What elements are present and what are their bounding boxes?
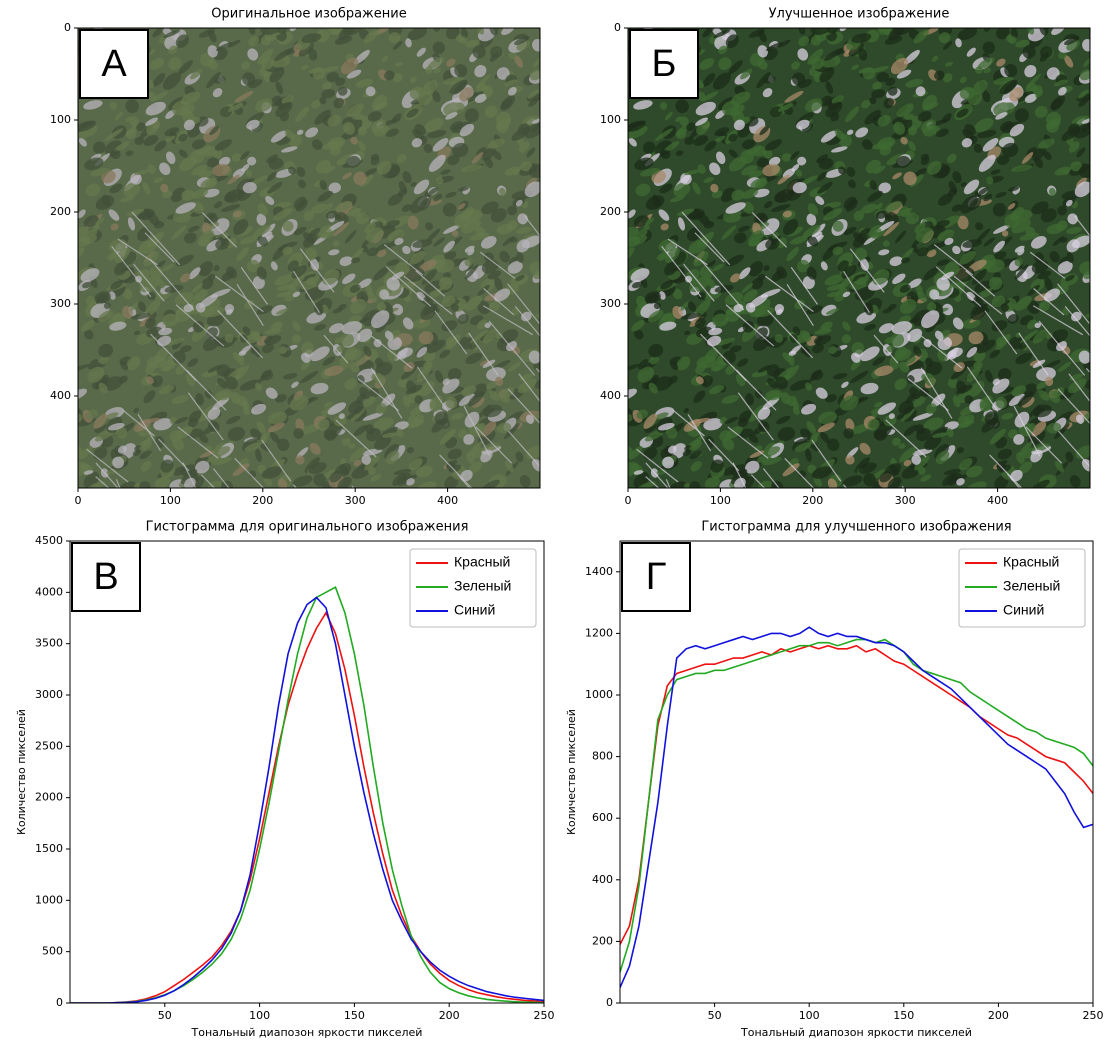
x-tick-label: 100 [710, 494, 731, 507]
legend-label: Зеленый [454, 578, 511, 594]
y-tick-label: 1000 [35, 893, 63, 906]
y-tick-label: 4500 [35, 534, 63, 547]
x-tick-label: 250 [1083, 1009, 1104, 1022]
x-tick-label: 0 [625, 494, 632, 507]
x-tick-label: 150 [893, 1009, 914, 1022]
chart-title: Улучшенное изображение [769, 7, 950, 22]
x-tick-label: 400 [987, 494, 1008, 507]
y-tick-label: 0 [614, 21, 621, 34]
y-tick-label: 3000 [35, 688, 63, 701]
legend-label: Красный [454, 554, 510, 570]
series-line [620, 646, 1093, 945]
series-line [620, 640, 1093, 973]
series-line [70, 597, 544, 1003]
plot-area [70, 587, 544, 1003]
y-tick-label: 1400 [585, 565, 613, 578]
legend-label: Зеленый [1003, 578, 1060, 594]
y-tick-label: 200 [50, 205, 71, 218]
x-tick-label: 0 [75, 494, 82, 507]
image-branch [539, 282, 562, 312]
y-tick-label: 1000 [585, 688, 613, 701]
x-tick-label: 100 [249, 1009, 270, 1022]
y-tick-label: 1200 [585, 626, 613, 639]
x-tick-label: 100 [160, 494, 181, 507]
y-tick-label: 100 [50, 113, 71, 126]
y-tick-label: 0 [606, 996, 613, 1009]
y-tick-label: 2000 [35, 791, 63, 804]
x-tick-label: 400 [437, 494, 458, 507]
x-tick-label: 150 [344, 1009, 365, 1022]
series-line [620, 627, 1093, 987]
x-axis-label: Тональный диапозон яркости пикселей [740, 1026, 972, 1039]
y-tick-label: 0 [64, 21, 71, 34]
y-tick-label: 1500 [35, 842, 63, 855]
image-branch [1089, 282, 1107, 312]
x-tick-label: 50 [708, 1009, 722, 1022]
panel-label: Б [652, 43, 677, 85]
x-tick-label: 200 [439, 1009, 460, 1022]
x-tick-label: 200 [252, 494, 273, 507]
y-axis-label: Количество пикселей [15, 709, 28, 835]
y-tick-label: 600 [592, 811, 613, 824]
y-tick-label: 100 [600, 113, 621, 126]
y-tick-label: 200 [600, 205, 621, 218]
series-line [70, 613, 544, 1003]
panel-label: А [101, 43, 127, 85]
chart-title: Гистограмма для оригинального изображени… [146, 520, 469, 535]
y-tick-label: 400 [600, 389, 621, 402]
y-tick-label: 2500 [35, 739, 63, 752]
panel-label: В [93, 556, 118, 598]
chart-title: Оригинальное изображение [211, 7, 406, 22]
y-tick-label: 3500 [35, 637, 63, 650]
y-tick-label: 4000 [35, 585, 63, 598]
x-tick-label: 200 [988, 1009, 1009, 1022]
x-tick-label: 100 [799, 1009, 820, 1022]
x-tick-label: 200 [802, 494, 823, 507]
y-tick-label: 200 [592, 934, 613, 947]
legend-label: Синий [454, 602, 495, 618]
y-tick-label: 300 [600, 297, 621, 310]
x-tick-label: 300 [895, 494, 916, 507]
legend-label: Красный [1003, 554, 1059, 570]
legend-label: Синий [1003, 602, 1044, 618]
chart-title: Гистограмма для улучшенного изображения [701, 520, 1011, 535]
image-branch [536, 368, 577, 411]
y-tick-label: 800 [592, 750, 613, 763]
y-tick-label: 300 [50, 297, 71, 310]
y-tick-label: 400 [50, 389, 71, 402]
panel-label: Г [646, 556, 667, 598]
x-axis-label: Тональный диапозон яркости пикселей [191, 1026, 423, 1039]
plot-area [620, 627, 1093, 987]
x-tick-label: 250 [534, 1009, 555, 1022]
y-tick-label: 0 [56, 996, 63, 1009]
y-axis-label: Количество пикселей [565, 709, 578, 835]
x-tick-label: 300 [345, 494, 366, 507]
y-tick-label: 500 [42, 945, 63, 958]
x-tick-label: 50 [158, 1009, 172, 1022]
y-tick-label: 400 [592, 873, 613, 886]
